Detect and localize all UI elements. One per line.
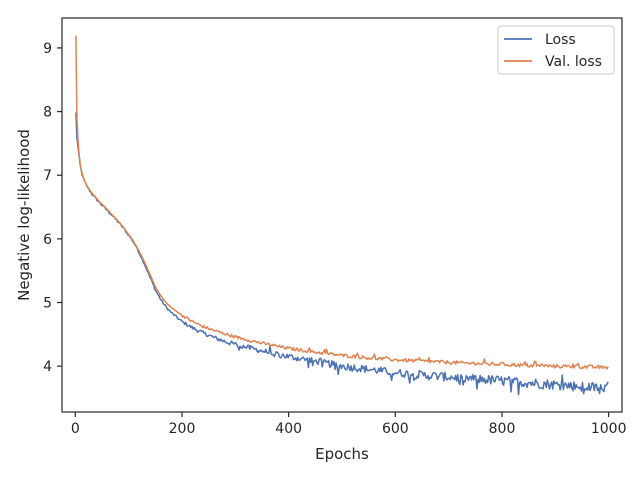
x-tick-label: 600 (382, 421, 409, 437)
legend-box (497, 25, 615, 75)
legend: Loss Val. loss (497, 25, 615, 75)
y-axis-label: Negative log-likelihood (15, 129, 33, 301)
x-tick-label: 800 (489, 421, 516, 437)
axes-layer: 0 200 400 600 800 1000 4 5 6 7 8 9 (43, 17, 627, 437)
x-axis-label: Epochs (315, 445, 369, 463)
y-tick-label: 9 (43, 41, 52, 57)
series-line-val-loss (75, 35, 609, 370)
y-tick-label: 5 (43, 296, 52, 312)
x-tick-label: 200 (169, 421, 196, 437)
legend-label: Val. loss (545, 54, 602, 70)
x-tick-label: 400 (275, 421, 302, 437)
series-line-loss (75, 112, 609, 396)
plot-frame (61, 17, 623, 413)
y-tick-label: 7 (43, 168, 52, 184)
legend-label: Loss (545, 32, 576, 48)
y-tick-label: 6 (43, 232, 52, 248)
x-tick-label: 0 (71, 421, 80, 437)
y-tick-label: 4 (43, 359, 52, 375)
y-tick-label: 8 (43, 105, 52, 121)
series-layer (75, 35, 609, 396)
x-tick-label: 1000 (591, 421, 627, 437)
